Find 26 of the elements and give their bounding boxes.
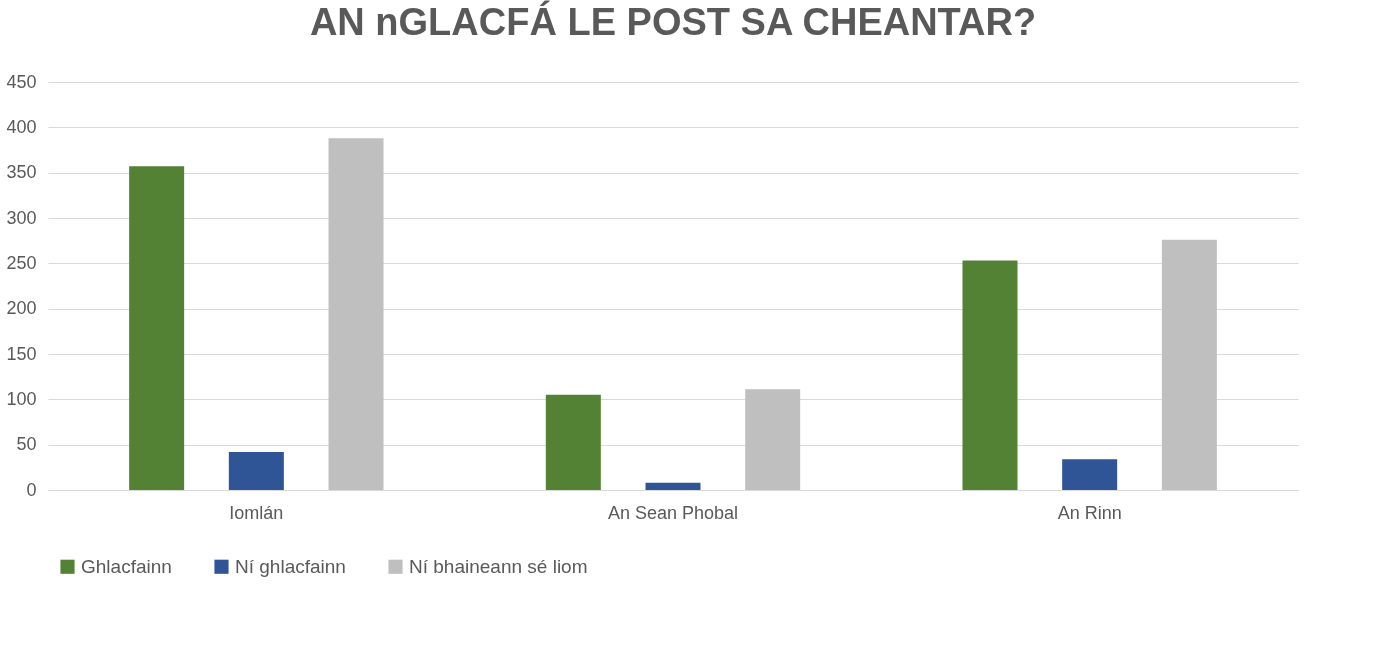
y-tick-label: 350 — [6, 162, 37, 183]
legend-label: Ní ghlacfainn — [235, 555, 346, 577]
y-tick-label: 0 — [26, 479, 37, 500]
legend-label: Ní bhaineann sé liom — [409, 555, 588, 577]
y-tick-label: 150 — [6, 343, 37, 364]
y-tick-label: 400 — [6, 116, 37, 137]
bar — [328, 138, 384, 490]
bar — [645, 482, 701, 490]
bar — [1062, 459, 1118, 490]
bar — [962, 260, 1018, 490]
y-tick-label: 450 — [6, 71, 37, 92]
legend-label: Ghlacfainn — [81, 555, 172, 577]
bar — [1161, 239, 1217, 490]
x-tick-label: An Sean Phobal — [607, 502, 739, 523]
bar — [545, 394, 601, 490]
y-tick-label: 250 — [6, 252, 37, 273]
y-tick-label: 100 — [6, 388, 37, 409]
bar — [745, 389, 801, 490]
x-tick-label: An Rinn — [1057, 502, 1122, 523]
bar — [228, 451, 284, 490]
y-tick-label: 200 — [6, 298, 37, 319]
y-tick-label: 50 — [16, 434, 37, 455]
bar — [129, 166, 185, 490]
y-tick-label: 300 — [6, 207, 37, 228]
chart-title: AN nGLACFÁ LE POST SA CHEANTAR? — [309, 0, 1037, 43]
x-tick-label: Iomlán — [229, 502, 284, 523]
